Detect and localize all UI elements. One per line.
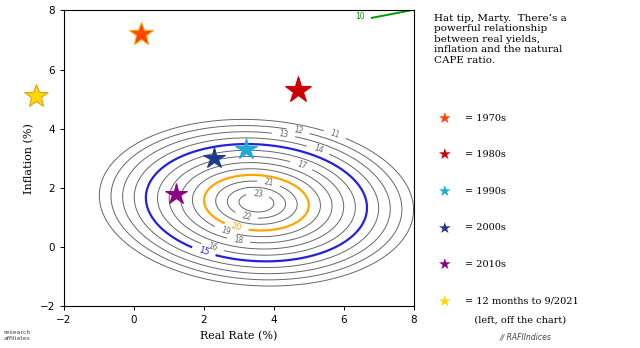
Text: 22: 22 [241,211,252,222]
Text: 11: 11 [329,128,341,140]
Text: ∕∕ RAFI​Indices: ∕∕ RAFI​Indices [499,332,551,341]
Text: = 2010s: = 2010s [465,260,506,269]
Text: ★: ★ [437,220,451,236]
Text: ★: ★ [437,111,451,126]
Text: 19: 19 [220,225,232,237]
Text: 12: 12 [292,126,304,136]
Text: = 2000s: = 2000s [465,223,506,232]
Text: 21: 21 [263,177,275,188]
Text: 10: 10 [355,12,365,21]
Text: 18: 18 [233,236,244,246]
Text: 15: 15 [197,246,210,258]
Y-axis label: Inflation (%): Inflation (%) [24,123,34,194]
Text: = 1970s: = 1970s [465,114,506,123]
Text: Hat tip, Marty.  There’s a
powerful relationship
between real yields,
inflation : Hat tip, Marty. There’s a powerful relat… [434,14,567,64]
Text: ★: ★ [437,147,451,163]
Text: research
affiliates: research affiliates [3,330,31,341]
Text: = 12 months to 9/2021: = 12 months to 9/2021 [465,296,579,306]
Text: ★: ★ [437,184,451,199]
X-axis label: Real Rate (%): Real Rate (%) [200,331,278,341]
Text: 13: 13 [278,129,289,140]
Text: = 1990s: = 1990s [465,187,506,196]
Text: ★: ★ [437,257,451,272]
Text: 14: 14 [312,144,324,156]
Text: 16: 16 [207,242,218,253]
Text: (left, off the chart): (left, off the chart) [465,316,566,325]
Text: 20: 20 [230,222,243,233]
Text: ★: ★ [437,293,451,309]
Text: = 1980s: = 1980s [465,150,506,159]
Text: 23: 23 [253,189,263,199]
Text: 17: 17 [295,159,307,171]
